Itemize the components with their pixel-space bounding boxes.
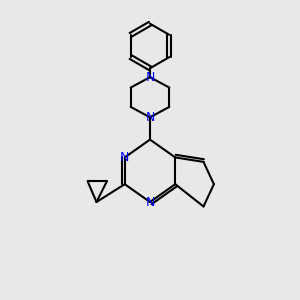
- Text: N: N: [145, 111, 155, 124]
- Text: N: N: [120, 151, 129, 164]
- Text: N: N: [145, 196, 155, 208]
- Text: N: N: [145, 71, 155, 84]
